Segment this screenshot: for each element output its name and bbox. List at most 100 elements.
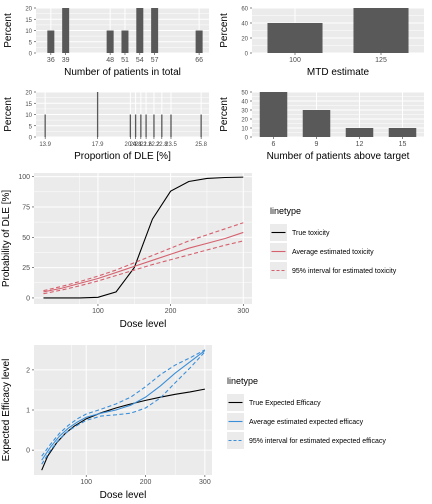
toxicity-xtick-label: 300 <box>237 308 249 315</box>
above-ytick-label: 30 <box>241 109 248 115</box>
toxicity-ytick-label: 75 <box>22 204 30 211</box>
efficacy-legend-title: linetype <box>227 376 258 386</box>
above-ytick-label: 50 <box>241 91 248 97</box>
patients-bar <box>136 8 144 53</box>
efficacy-ytick-label: 0 <box>26 448 30 455</box>
mtd-bar <box>353 8 409 53</box>
mtd-bar <box>267 23 323 53</box>
patients-ytick-label: 5 <box>29 40 33 46</box>
dle-xtick-label: 23.5 <box>165 142 177 148</box>
dle-xtick-label: 21.2 <box>135 142 147 148</box>
toxicity-ytick-label: 100 <box>18 174 30 181</box>
patients-ytick-label: 20 <box>25 7 32 13</box>
efficacy-xtick-label: 100 <box>80 479 92 486</box>
patients-bar <box>106 30 114 53</box>
toxicity-legend-label: Average estimated toxicity <box>292 249 374 256</box>
mtd-xtick-label: 100 <box>289 57 301 64</box>
patients-xtick-label: 36 <box>47 57 55 64</box>
efficacy-legend-label: True Expected Efficacy <box>249 400 321 407</box>
patients-bar <box>62 8 70 53</box>
efficacy-ytick-label: 1 <box>26 408 30 415</box>
efficacy-chart: 100 200 300 0 1 2 Expected Efficacy level Dose … <box>1 345 386 501</box>
patients-chart: 36 39 48 51 54 57 66 0 5 10 15 20 Percent Number of p… <box>3 7 209 78</box>
dle-xtick-label: 17.9 <box>92 142 104 148</box>
toxicity-series-line-2 <box>43 222 244 292</box>
mtd-xlabel: MTD estimate <box>307 67 370 78</box>
dle-xtick-label: 13.9 <box>39 142 51 148</box>
above-bar <box>388 128 417 137</box>
dle-bar <box>200 114 202 137</box>
patients-xtick-label: 39 <box>62 57 70 64</box>
dle-xtick-label: 20.4 <box>125 142 137 148</box>
toxicity-series-line-1 <box>43 231 244 293</box>
above-xlabel: Number of patients above target <box>267 151 410 162</box>
patients-xlabel: Number of patients in total <box>64 67 181 78</box>
toxicity-panel <box>34 173 252 304</box>
dle-ytick-label: 20 <box>25 91 32 97</box>
mtd-ytick-label: 40 <box>241 22 248 28</box>
toxicity-ylabel: Probability of DLE [%] <box>1 190 12 287</box>
dle-bar <box>161 114 163 137</box>
toxicity-series-line-0 <box>43 176 244 299</box>
dle-xlabel: Proportion of DLE [%] <box>74 151 171 162</box>
above-xtick-label: 12 <box>356 141 364 148</box>
efficacy-legend-label: 95% interval for estimated expected effi… <box>249 438 386 445</box>
toxicity-xlabel: Dose level <box>120 319 167 330</box>
patients-xtick-label: 48 <box>106 57 114 64</box>
dle-bar <box>140 114 142 137</box>
toxicity-legend-label: True toxicity <box>292 230 330 237</box>
toxicity-series-line-3 <box>43 240 244 295</box>
dle-bar <box>134 114 137 137</box>
patients-xtick-label: 66 <box>195 57 203 64</box>
dle-bar <box>44 114 46 137</box>
efficacy-legend-label: Average estimated expected efficacy <box>249 419 364 426</box>
above-bar <box>302 110 331 137</box>
patients-xtick-label: 54 <box>136 57 144 64</box>
dle-bar <box>170 114 172 137</box>
patients-ytick-label: 0 <box>29 52 33 58</box>
above-ylabel: Percent <box>219 97 230 132</box>
efficacy-xtick-label: 300 <box>199 479 211 486</box>
toxicity-xtick-label: 100 <box>92 308 104 315</box>
toxicity-legend-label: 95% interval for estimated toxicity <box>292 268 397 275</box>
dle-ytick-label: 5 <box>29 124 33 130</box>
patients-bar <box>195 30 203 53</box>
above-ytick-label: 20 <box>241 118 248 124</box>
efficacy-legend: linetype True Expected Efficacy Average es… <box>227 376 386 449</box>
mtd-ytick-label: 20 <box>241 37 248 43</box>
mtd-ytick-label: 60 <box>241 7 248 13</box>
efficacy-xtick-label: 200 <box>140 479 152 486</box>
dle-xtick-label: 25.8 <box>195 142 207 148</box>
mtd-ytick-label: 0 <box>245 52 249 58</box>
dle-bar <box>96 92 99 137</box>
patients-bar <box>47 30 55 53</box>
dle-chart: 13.9 17.9 20.420.821.221.622.222.823.5 25.8… <box>3 91 209 162</box>
efficacy-series-line-3 <box>41 351 206 465</box>
efficacy-xlabel: Dose level <box>100 490 147 501</box>
mtd-chart: 100 125 0 20 40 60 Percent MTD estimate <box>219 7 424 78</box>
above-xtick-label: 6 <box>272 141 276 148</box>
dle-bar <box>153 114 155 137</box>
dle-ytick-label: 10 <box>25 113 32 119</box>
patients-xtick-label: 57 <box>151 57 159 64</box>
dle-ytick-label: 0 <box>29 136 33 142</box>
dle-ylabel: Percent <box>3 97 14 132</box>
above-chart: 6 9 12 15 0 10 20 30 40 50 Percent Number of patien… <box>219 91 424 162</box>
patients-bar <box>151 8 159 53</box>
toxicity-legend-title: linetype <box>270 206 301 216</box>
toxicity-legend: linetype True toxicity Average estimated t… <box>270 206 397 279</box>
toxicity-ytick-label: 50 <box>22 235 30 242</box>
above-bar <box>259 92 288 137</box>
above-xtick-label: 15 <box>399 141 407 148</box>
patients-bar <box>121 30 129 53</box>
above-bar <box>345 128 374 137</box>
dle-bar <box>129 114 132 137</box>
dle-xtick-label: 22.2 <box>148 142 160 148</box>
dle-xtick-label: 22.8 <box>156 142 168 148</box>
patients-xtick-label: 51 <box>121 57 129 64</box>
toxicity-ytick-label: 25 <box>22 265 30 272</box>
above-ytick-label: 10 <box>241 127 248 133</box>
toxicity-xtick-label: 200 <box>165 308 177 315</box>
efficacy-ylabel: Expected Efficacy level <box>1 359 12 462</box>
